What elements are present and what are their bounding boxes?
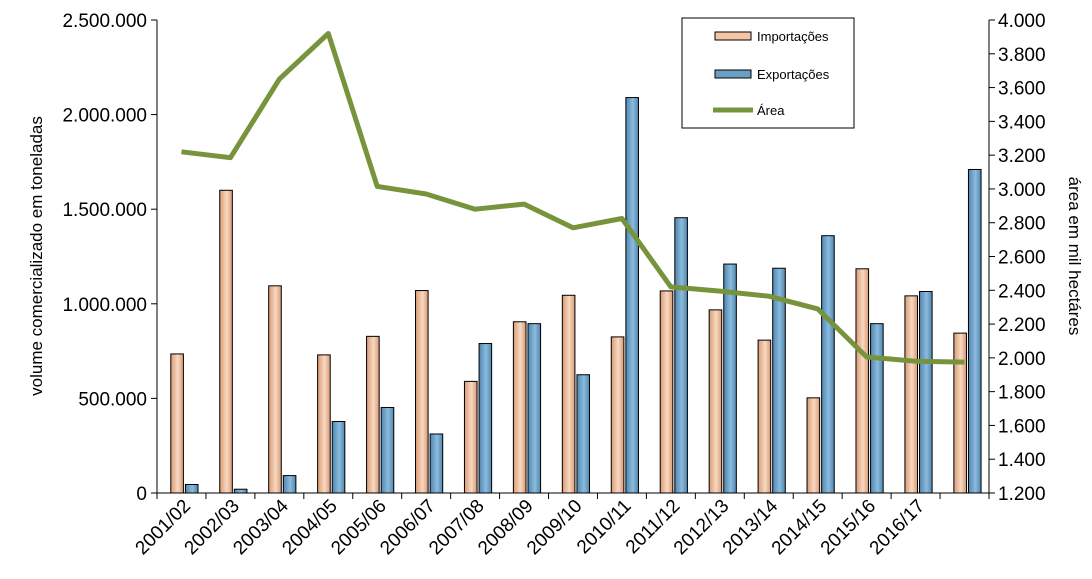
import-bar	[855, 268, 870, 494]
import-bar	[268, 285, 282, 494]
export-bar	[478, 343, 493, 494]
import-bar	[415, 290, 429, 494]
export-bar	[821, 235, 835, 494]
import-bar	[708, 309, 723, 494]
export-bar	[282, 475, 297, 494]
y2-tick-label: 2.600	[998, 248, 1046, 269]
import-bar	[561, 294, 576, 494]
y-tick-label: 0	[136, 484, 147, 505]
x-tick-label: 2016/17	[866, 496, 929, 559]
export-bar	[429, 433, 444, 494]
export-bar	[625, 97, 639, 494]
legend-label-exportacoes: Exportações	[757, 67, 830, 82]
bar-layer	[170, 97, 982, 494]
y-tick-label: 500.000	[78, 389, 147, 410]
export-bar	[184, 483, 199, 494]
y2-tick-label: 1.800	[998, 383, 1046, 404]
legend-label-area: Área	[757, 103, 785, 118]
y2-tick-label: 2.800	[998, 214, 1046, 235]
export-bar	[233, 488, 248, 494]
export-bar	[723, 263, 737, 494]
import-bar	[170, 353, 184, 494]
import-bar	[219, 189, 233, 494]
axes-layer: 0 500.000 1.000.000 1.500.000 2.000.000 2.500…	[62, 11, 1045, 559]
export-bar	[870, 323, 884, 494]
import-bar	[512, 321, 527, 494]
y2-tick-label: 1.400	[998, 450, 1046, 471]
import-bar	[806, 397, 821, 494]
import-bar	[659, 290, 674, 494]
y2-axis-title: área em mil hectáres	[1065, 177, 1084, 336]
import-bar	[366, 335, 380, 494]
export-bar	[967, 168, 982, 494]
y2-tick-label: 2.400	[998, 281, 1046, 302]
legend: Importações Exportações Área	[681, 17, 855, 129]
line-layer	[181, 31, 965, 365]
y2-tick-label: 3.400	[998, 112, 1046, 133]
import-bar	[317, 354, 331, 494]
export-bar	[527, 323, 542, 494]
export-bar	[576, 374, 591, 494]
y2-tick-label: 3.000	[998, 180, 1046, 201]
y2-tick-label: 3.200	[998, 146, 1046, 167]
export-bar	[674, 217, 688, 494]
y2-tick-label: 3.600	[998, 79, 1046, 100]
export-bar	[380, 406, 395, 494]
y-tick-label: 2.000.000	[62, 106, 147, 127]
y2-tick-label: 2.000	[998, 349, 1046, 370]
import-bar	[904, 295, 919, 494]
import-bar	[463, 380, 478, 494]
area-line	[181, 31, 965, 365]
y2-tick-label: 1.200	[998, 484, 1046, 505]
x-tick-label: 2009/10	[523, 496, 586, 559]
y2-tick-label: 1.600	[998, 416, 1046, 437]
import-bar	[953, 332, 967, 494]
export-bar	[919, 291, 933, 494]
y-tick-label: 1.000.000	[62, 295, 147, 316]
y-tick-label: 1.500.000	[62, 200, 147, 221]
y-axis-title: volume comercializado em toneladas	[27, 116, 46, 396]
export-bar	[331, 420, 346, 494]
y-tick-label: 2.500.000	[62, 11, 147, 32]
import-bar	[757, 339, 772, 494]
legend-label-importacoes: Importações	[757, 29, 829, 44]
y2-tick-label: 4.000	[998, 11, 1046, 32]
y2-tick-label: 2.200	[998, 315, 1046, 336]
legend-swatch-exportacoes	[714, 69, 752, 79]
legend-box	[681, 17, 855, 129]
import-bar	[610, 336, 625, 494]
legend-swatch-importacoes	[714, 31, 752, 41]
y2-tick-label: 3.800	[998, 45, 1046, 66]
